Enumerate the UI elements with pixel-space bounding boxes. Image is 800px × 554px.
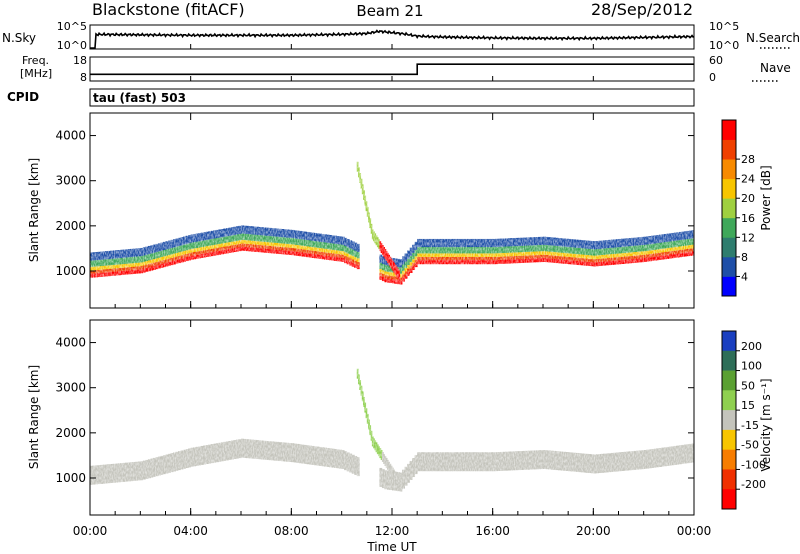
beam-title: Beam 21	[356, 2, 423, 20]
power-colorbar-tick-label: 28	[741, 153, 755, 166]
time-tick-label: 16:00	[475, 524, 510, 538]
velocity-colorbar: 200 100 50 15 -15 -50 -100 -200	[721, 330, 766, 510]
time-tick-label: 00:00	[73, 524, 108, 538]
velocity-colorbar-segment	[722, 350, 736, 371]
freq-unit-label: [MHz]	[20, 67, 52, 80]
freq-tick-top: 18	[73, 54, 87, 67]
y-tick-label: 1000	[55, 471, 86, 485]
velocity-colorbar-segment	[722, 469, 736, 490]
freq-line	[90, 63, 694, 76]
power-speckle	[90, 113, 694, 308]
power-colorbar-frame	[721, 119, 737, 297]
cpid-label: CPID	[7, 90, 39, 104]
noise-right-tick-top: 10^5	[709, 20, 739, 33]
time-axis: 00:00 04:00 08:00 12:00 16:00 20:00 00:00	[73, 44, 712, 538]
freq-label: Freq.	[22, 54, 49, 67]
power-colorbar-tick-label: 16	[741, 212, 755, 225]
nave-tick-bottom: 0	[709, 71, 716, 84]
velocity-speckle	[90, 320, 694, 515]
noise-line	[90, 29, 695, 49]
velocity-colorbar-segment	[722, 390, 736, 411]
y-tick-label: 2000	[55, 219, 86, 233]
velocity-colorbar-segment	[722, 489, 736, 510]
noise-left-tick-bottom: 10^0	[57, 39, 87, 52]
power-colorbar-segment	[722, 276, 736, 297]
velocity-colorbar-tick-label: -15	[741, 419, 759, 432]
time-tick-label: 04:00	[173, 524, 208, 538]
y-tick-label: 1000	[55, 264, 86, 278]
nave-tick-top: 60	[709, 54, 723, 67]
power-colorbar-tick-label: 4	[741, 270, 748, 283]
nave-label: Nave	[760, 61, 791, 75]
date-title: 28/Sep/2012	[591, 0, 693, 19]
velocity-colorbar-tick-label: 100	[741, 360, 762, 373]
nsky-label: N.Sky	[2, 31, 36, 45]
power-colorbar-tick-label: 8	[741, 251, 748, 264]
velocity-colorbar-tick-label: -50	[741, 439, 759, 452]
power-echo-layer	[90, 113, 694, 308]
velocity-colorbar-tick-label: -200	[741, 478, 766, 491]
power-colorbar-tick-label: 20	[741, 192, 755, 205]
time-axis-label: Time UT	[366, 540, 417, 554]
velocity-colorbar-segment	[722, 449, 736, 470]
y-tick-label: 3000	[55, 174, 86, 188]
cpid-panel-frame	[89, 88, 695, 107]
velocity-colorbar-frame	[721, 330, 737, 510]
velocity-colorbar-segment	[722, 331, 736, 352]
nsearch-label: N.Search	[746, 31, 800, 45]
velocity-colorbar-segment	[722, 370, 736, 391]
velocity-colorbar-tick-label: 15	[741, 399, 755, 412]
velocity-colorbar-label: Velocity [m s⁻¹]	[759, 378, 773, 471]
y-tick-label: 3000	[55, 381, 86, 395]
y-tick-label: 4000	[55, 336, 86, 350]
velocity-echo-layer	[90, 320, 694, 515]
time-tick-label: 12:00	[375, 524, 410, 538]
power-colorbar: 4 8 12 16 20 24 28	[721, 119, 755, 297]
power-colorbar-segment	[722, 217, 736, 238]
power-colorbar-label: Power [dB]	[759, 165, 773, 230]
power-colorbar-segment	[722, 120, 736, 140]
velocity-ylabel: Slant Range [km]	[27, 365, 41, 469]
y-tick-label: 2000	[55, 426, 86, 440]
power-colorbar-segment	[722, 178, 736, 199]
power-colorbar-tick-label: 12	[741, 231, 755, 244]
velocity-colorbar-tick-label: -100	[741, 458, 766, 471]
power-colorbar-segment	[722, 139, 736, 160]
noise-right-tick-bottom: 10^0	[709, 39, 739, 52]
velocity-colorbar-tick-label: 50	[741, 379, 755, 392]
velocity-y-axis: 1000 2000 3000 4000	[55, 336, 694, 485]
freq-tick-bottom: 8	[80, 71, 87, 84]
time-tick-label: 20:00	[576, 524, 611, 538]
power-colorbar-segment	[722, 198, 736, 219]
time-tick-label: 08:00	[274, 524, 309, 538]
power-colorbar-tick-label: 24	[741, 173, 755, 186]
velocity-colorbar-segment	[722, 429, 736, 451]
y-tick-label: 4000	[55, 129, 86, 143]
noise-left-tick-top: 10^5	[57, 20, 87, 33]
time-tick-label: 00:00	[677, 524, 712, 538]
station-title: Blackstone (fitACF)	[92, 0, 245, 19]
power-y-axis: 1000 2000 3000 4000	[55, 129, 694, 278]
cpid-value: tau (fast) 503	[93, 91, 186, 105]
power-colorbar-segment	[722, 237, 736, 258]
power-ylabel: Slant Range [km]	[27, 158, 41, 262]
velocity-colorbar-tick-label: 200	[741, 340, 762, 353]
velocity-colorbar-segment	[722, 410, 736, 431]
power-colorbar-segment	[722, 256, 736, 277]
power-colorbar-segment	[722, 159, 736, 180]
